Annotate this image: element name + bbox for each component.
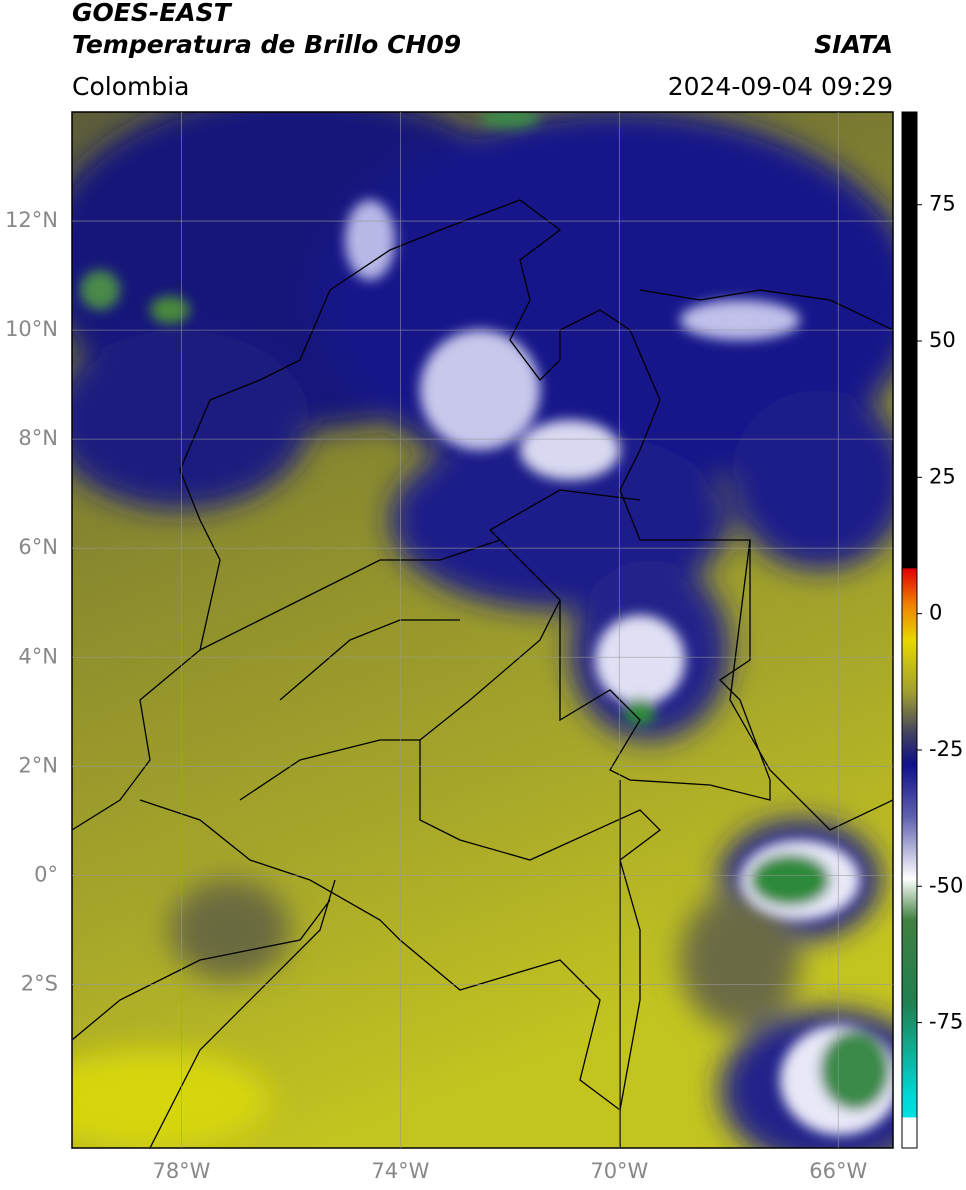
- lon-tick-label: 78°W: [152, 1159, 210, 1183]
- colorbar: [901, 111, 918, 1149]
- satellite-image: [72, 112, 893, 1148]
- colorbar-tick-label: 25: [929, 464, 956, 488]
- lon-tick-label: 70°W: [590, 1159, 648, 1183]
- lat-tick-label: 2°S: [21, 971, 58, 995]
- lat-tick-label: 12°N: [5, 208, 58, 232]
- source: SIATA: [814, 30, 893, 59]
- lat-tick-label: 0°: [34, 862, 58, 886]
- colorbar-tick-label: -75: [929, 1010, 963, 1034]
- lon-tick-label: 74°W: [371, 1159, 429, 1183]
- lon-tick-label: 66°W: [809, 1159, 867, 1183]
- datetime: 2024-09-04 09:29: [668, 72, 893, 101]
- lat-tick-label: 6°N: [18, 535, 58, 559]
- satellite-title: GOES-EAST: [72, 0, 233, 27]
- lat-tick-label: 10°N: [5, 317, 58, 341]
- lat-tick-label: 8°N: [18, 426, 58, 450]
- colorbar-tick-label: -25: [929, 737, 963, 761]
- map-frame: [71, 111, 894, 1149]
- lat-tick-label: 4°N: [18, 644, 58, 668]
- colorbar-tick-label: 50: [929, 328, 956, 352]
- colorbar-tick-label: 0: [929, 601, 942, 625]
- colorbar-tick-label: 75: [929, 192, 956, 216]
- colorbar-tick-label: -50: [929, 873, 963, 897]
- product-title: Temperatura de Brillo CH09: [72, 30, 461, 59]
- lat-tick-label: 2°N: [18, 753, 58, 777]
- region: Colombia: [72, 72, 189, 101]
